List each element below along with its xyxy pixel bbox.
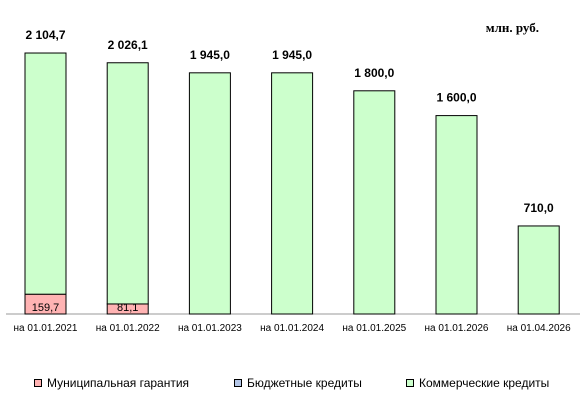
bar-segment [106, 62, 149, 305]
category-label: на 01.01.2025 [342, 323, 406, 334]
legend-item-municipal-guarantee: Муниципальная гарантия [34, 376, 189, 390]
total-label: 2 026,1 [108, 38, 148, 52]
total-label: 1 945,0 [272, 48, 312, 62]
legend: Муниципальная гарантия Бюджетные кредиты… [0, 376, 587, 394]
legend-item-commercial-credits: Коммерческие кредиты [406, 376, 549, 390]
legend-label: Муниципальная гарантия [47, 376, 190, 390]
legend-label: Бюджетные кредиты [247, 376, 362, 390]
category-label: на 01.01.2026 [425, 323, 489, 334]
legend-label: Коммерческие кредиты [419, 376, 550, 390]
segment-label: 159,7 [32, 302, 60, 314]
total-label: 1 945,0 [190, 48, 230, 62]
legend-swatch [234, 379, 242, 387]
total-label: 710,0 [524, 201, 554, 215]
total-label: 2 104,7 [25, 28, 65, 42]
bar-segment [271, 72, 314, 315]
category-label: на 01.01.2021 [14, 323, 78, 334]
segment-label: 81,1 [117, 302, 138, 314]
bar-segment [353, 90, 396, 315]
unit-label: млн. руб. [485, 20, 539, 35]
total-label: 1 600,0 [436, 91, 476, 105]
bar-segment [517, 225, 560, 315]
total-label: 1 800,0 [354, 66, 394, 80]
category-label: на 01.01.2024 [260, 323, 324, 334]
category-label: на 01.04.2026 [507, 323, 571, 334]
category-label: на 01.01.2022 [96, 323, 160, 334]
bar-segment [24, 52, 67, 295]
bar-segment [188, 72, 231, 315]
legend-swatch [406, 379, 414, 387]
category-label: на 01.01.2023 [178, 323, 242, 334]
bar-segment [435, 115, 478, 315]
legend-swatch [34, 379, 42, 387]
legend-item-budget-credits: Бюджетные кредиты [234, 376, 362, 390]
